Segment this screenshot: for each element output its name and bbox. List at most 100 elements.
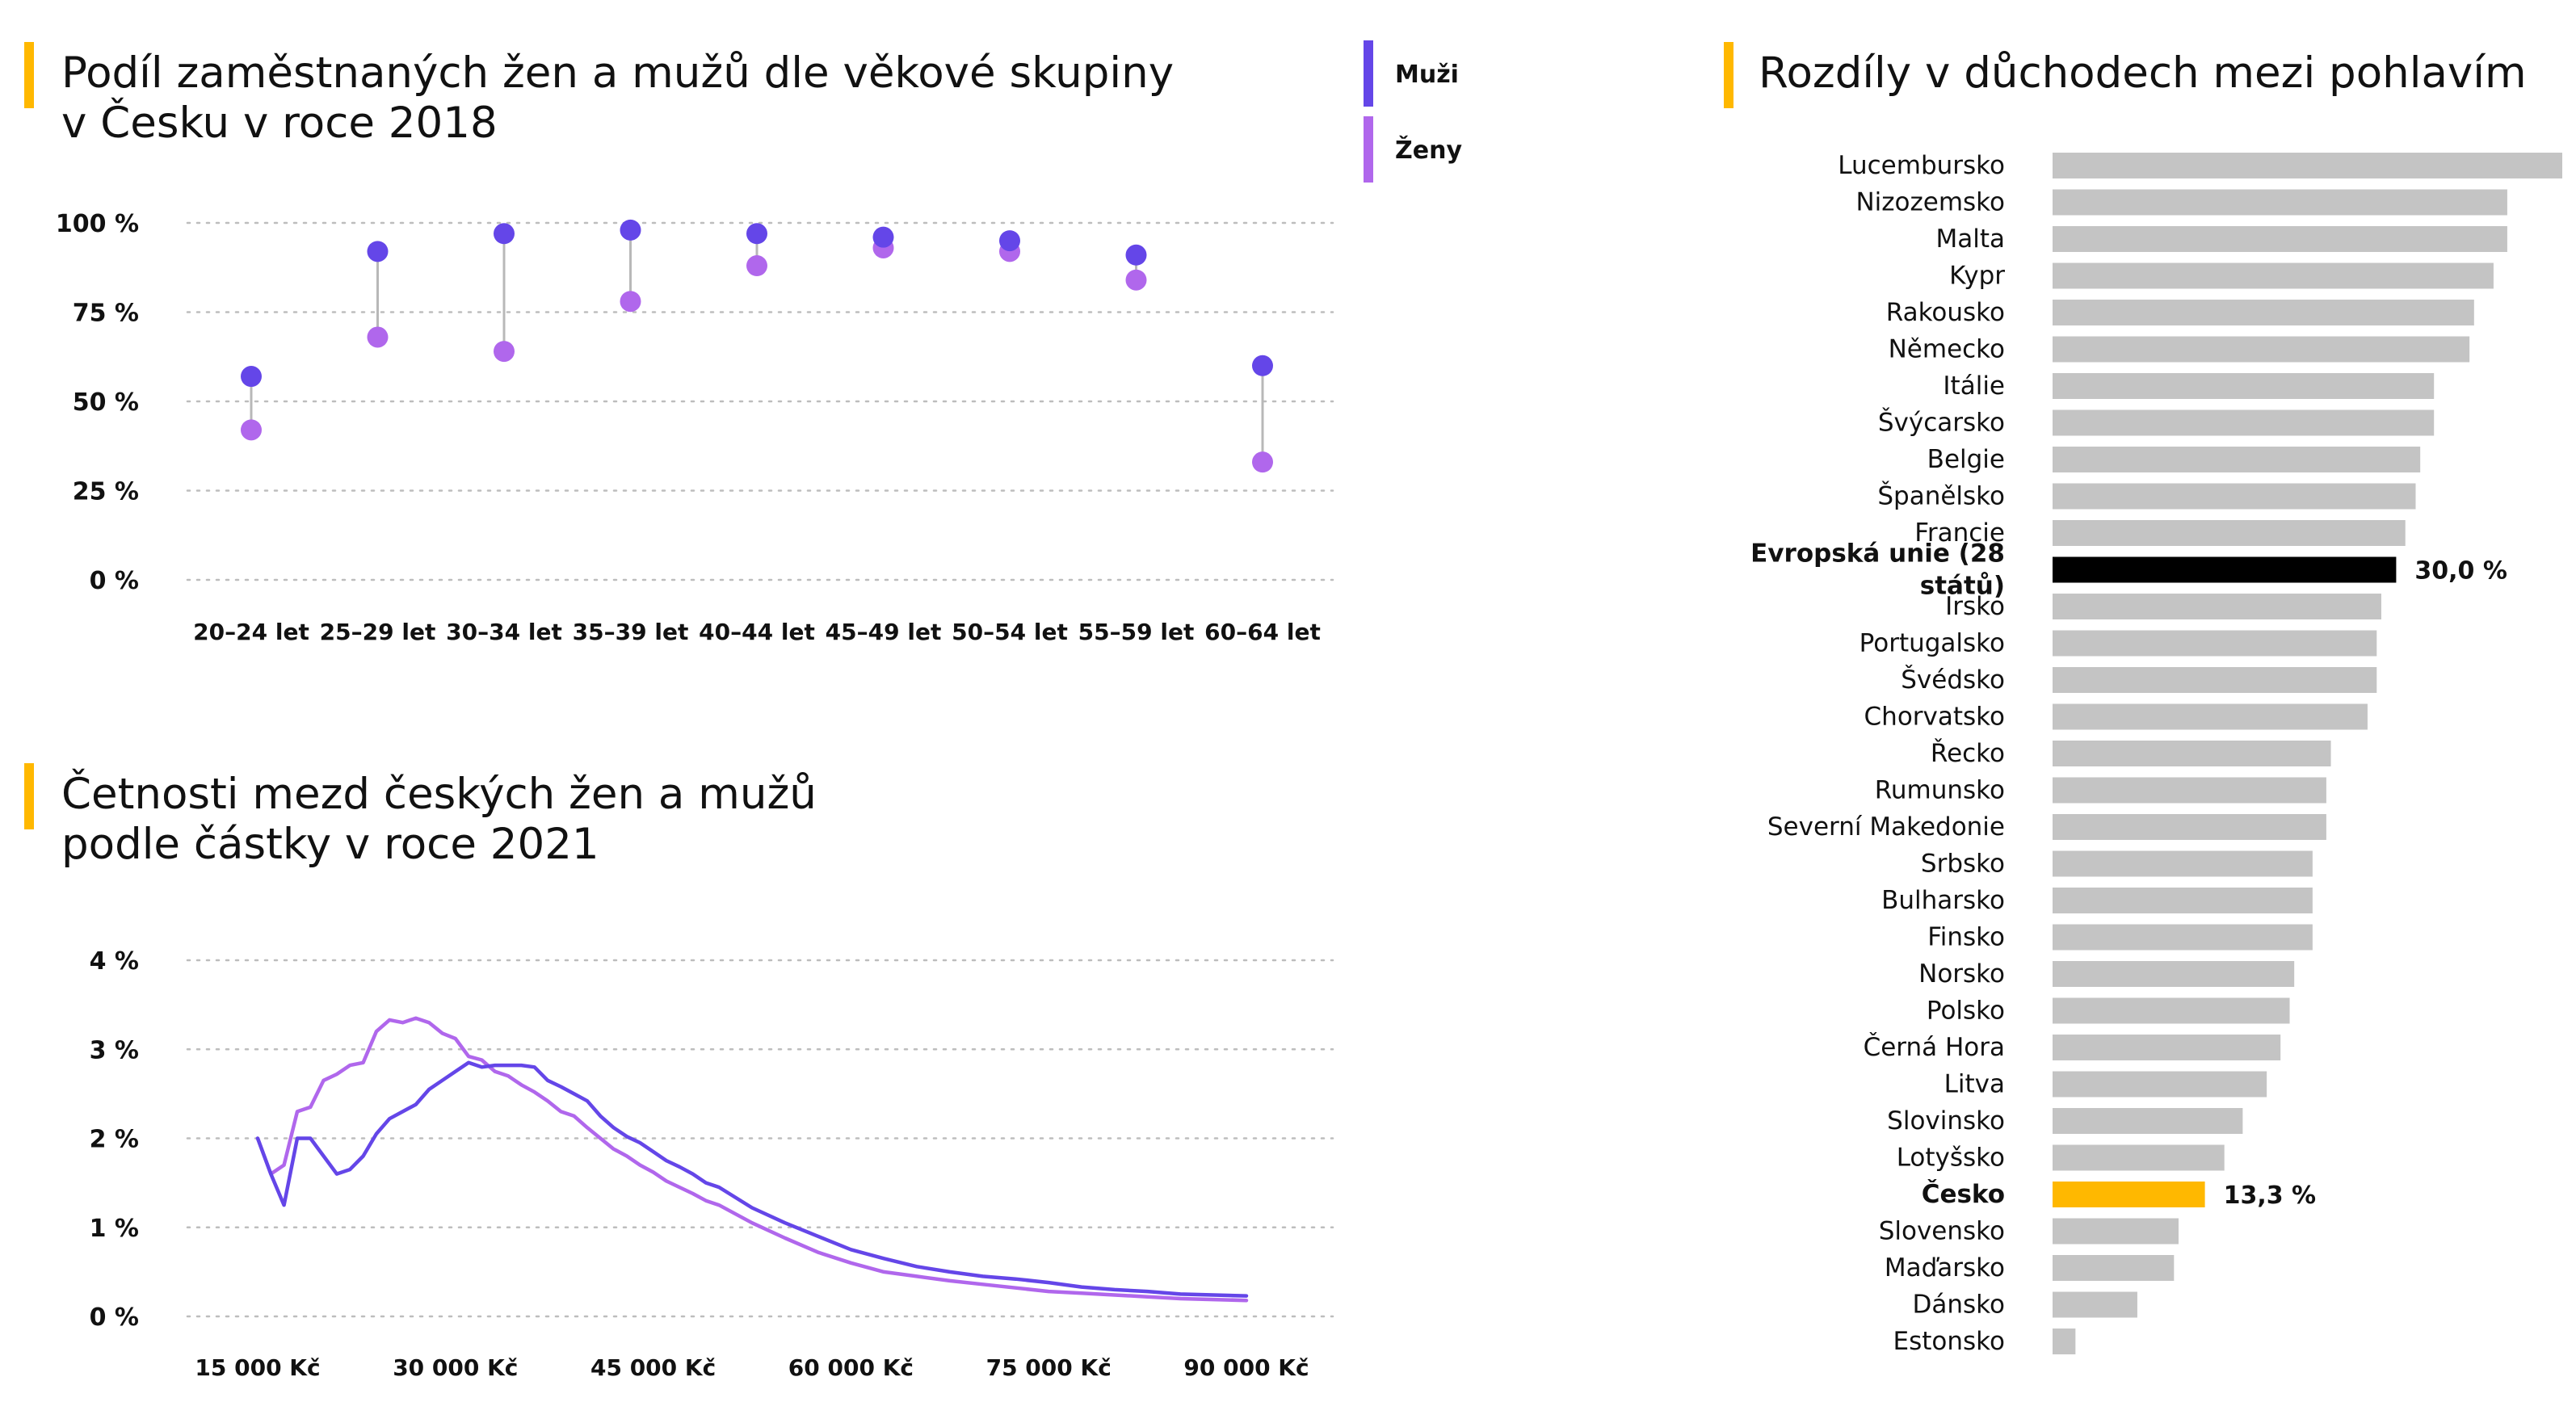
- title-accent-bar: [1724, 42, 1733, 108]
- bar: [2053, 594, 2381, 619]
- bar-category-label: Česko: [1922, 1179, 2005, 1209]
- x-tick-label: 60–64 let: [1204, 619, 1321, 645]
- y-tick-label: 4 %: [90, 947, 139, 976]
- y-tick-label: 2 %: [90, 1126, 139, 1154]
- bar-category-label: Polsko: [1927, 997, 2005, 1026]
- bar: [2053, 997, 2290, 1024]
- bar: [2053, 961, 2295, 987]
- y-tick-label: 25 %: [73, 478, 139, 506]
- title-accent-bar: [24, 763, 34, 829]
- bar-category-label: Slovinsko: [1887, 1106, 2005, 1135]
- x-tick-label: 25–29 let: [320, 619, 436, 645]
- bar: [2053, 189, 2507, 216]
- bar: [2053, 226, 2507, 252]
- bar-category-label: Srbsko: [1921, 850, 2005, 879]
- bar-category-label: Dánsko: [1913, 1291, 2005, 1320]
- bar: [2053, 850, 2313, 877]
- dot-zeny: [241, 419, 262, 441]
- bar: [2053, 1329, 2076, 1354]
- bar: [2053, 1035, 2281, 1060]
- bar-category-label: Slovensko: [1879, 1217, 2005, 1246]
- chart-title-line: Podíl zaměstnaných žen a mužů dle věkové…: [61, 48, 1174, 98]
- legend-swatch-muzi: [1364, 40, 1373, 107]
- bar: [2053, 520, 2406, 546]
- bar: [2053, 741, 2331, 766]
- pension-chart: Rozdíly v důchodech mezi pohlavím Lucembu…: [1724, 42, 2562, 1356]
- dot-zeny: [746, 255, 767, 277]
- dot-zeny: [367, 326, 389, 348]
- chart-title-line: Četnosti mezd českých žen a mužů: [61, 768, 817, 819]
- bar: [2053, 153, 2562, 178]
- dot-zeny: [1252, 451, 1273, 473]
- bar-category-label: Španělsko: [1877, 481, 2005, 511]
- bar-category-label: Černá Hora: [1864, 1032, 2005, 1062]
- x-tick-label: 60 000 Kč: [788, 1354, 914, 1381]
- x-tick-label: 45 000 Kč: [590, 1354, 716, 1381]
- y-tick-label: 1 %: [90, 1215, 139, 1243]
- bar-data-label: 13,3 %: [2224, 1182, 2317, 1210]
- bar-category-label: Severní Makedonie: [1767, 812, 2005, 842]
- bar-category-label: Kypr: [1949, 262, 2005, 291]
- bar: [2053, 630, 2377, 657]
- bar: [2053, 447, 2421, 472]
- y-tick-label: 0 %: [90, 1303, 139, 1332]
- bar-category-label: Norsko: [1918, 959, 2005, 989]
- bar-category-label: Belgie: [1927, 445, 2005, 474]
- x-tick-label: 90 000 Kč: [1183, 1354, 1309, 1381]
- bar-category-label: Itálie: [1943, 371, 2005, 401]
- chart-title: Rozdíly v důchodech mezi pohlavím: [1759, 48, 2527, 98]
- bar-category-label: Chorvatsko: [1864, 703, 2005, 732]
- x-tick-label: 50–54 let: [952, 619, 1068, 645]
- bar-category-label: Maďarsko: [1885, 1253, 2005, 1282]
- bar-category-label: Estonsko: [1893, 1327, 2005, 1356]
- x-tick-label: 30 000 Kč: [393, 1354, 518, 1381]
- y-tick-label: 0 %: [90, 567, 139, 595]
- bar: [2053, 1108, 2243, 1134]
- bar: [2053, 373, 2435, 399]
- bar: [2053, 1144, 2225, 1171]
- bar: [2053, 924, 2313, 951]
- bar-category-label: Rumunsko: [1875, 776, 2005, 805]
- dot-zeny: [494, 341, 515, 363]
- dot-zeny: [620, 291, 641, 313]
- bar-category-label: Švédsko: [1901, 665, 2005, 695]
- chart-title-line: v Česku v roce 2018: [61, 97, 498, 148]
- y-tick-label: 3 %: [90, 1036, 139, 1064]
- x-tick-label: 75 000 Kč: [986, 1354, 1112, 1381]
- bar: [2053, 336, 2470, 363]
- bar-category-label: Finsko: [1927, 923, 2005, 952]
- bar: [2053, 814, 2326, 840]
- bar-category-label: Irsko: [1945, 592, 2005, 621]
- bar: [2053, 667, 2377, 693]
- bar-category-label: Francie: [1914, 518, 2005, 548]
- bar-category-label: Portugalsko: [1860, 629, 2005, 658]
- bar-category-label: Lotyšsko: [1897, 1144, 2005, 1173]
- x-tick-label: 20–24 let: [193, 619, 309, 645]
- bar-category-label: Bulharsko: [1881, 886, 2005, 915]
- series-line-muzi: [255, 1060, 1249, 1298]
- bar: [2053, 556, 2397, 583]
- bar-category-label: Nizozemsko: [1855, 188, 2005, 217]
- bar: [2053, 409, 2435, 436]
- dot-muzi: [746, 223, 767, 245]
- bar-category-label: Evropská unie (28: [1750, 539, 2005, 569]
- bar: [2053, 888, 2313, 913]
- bar-category-label: Řecko: [1931, 739, 2005, 768]
- bar: [2053, 262, 2494, 289]
- bar-category-label: Malta: [1935, 225, 2005, 254]
- legend-label-muzi: Muži: [1395, 61, 1459, 89]
- bar-category-label: Litva: [1944, 1070, 2005, 1099]
- bar-category-label: Lucembursko: [1838, 151, 2005, 180]
- y-tick-label: 50 %: [73, 388, 139, 417]
- employment-chart: Podíl zaměstnaných žen a mužů dle věkové…: [24, 40, 1462, 645]
- chart-title-line: podle částky v roce 2021: [61, 820, 599, 869]
- x-tick-label: 55–59 let: [1078, 619, 1195, 645]
- x-tick-label: 15 000 Kč: [195, 1354, 320, 1381]
- x-tick-label: 45–49 let: [826, 619, 942, 645]
- dot-muzi: [494, 223, 515, 245]
- y-tick-label: 100 %: [56, 210, 139, 238]
- dot-muzi: [620, 219, 641, 241]
- dot-muzi: [999, 230, 1020, 252]
- bar-category-label: Rakousko: [1886, 298, 2005, 327]
